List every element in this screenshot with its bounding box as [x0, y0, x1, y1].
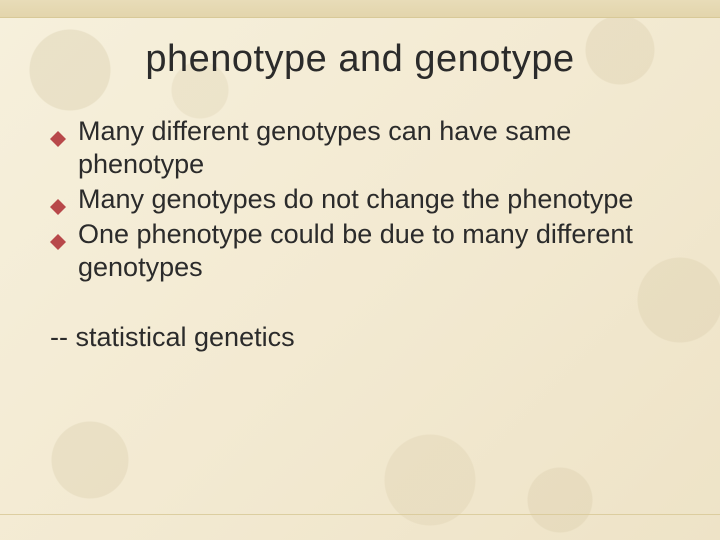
bullet-text: Many genotypes do not change the phenoty…	[78, 184, 633, 214]
slide-container: phenotype and genotype Many different ge…	[0, 0, 720, 540]
bullet-item: Many different genotypes can have same p…	[48, 115, 672, 181]
footer-text: -- statistical genetics	[48, 322, 672, 353]
bullet-item: Many genotypes do not change the phenoty…	[48, 183, 672, 216]
bullet-text: Many different genotypes can have same p…	[78, 116, 571, 179]
bullet-list: Many different genotypes can have same p…	[48, 115, 672, 284]
diamond-bullet-icon	[50, 122, 66, 138]
slide-title: phenotype and genotype	[48, 38, 672, 81]
diamond-bullet-icon	[50, 225, 66, 241]
bullet-item: One phenotype could be due to many diffe…	[48, 218, 672, 284]
diamond-bullet-icon	[50, 190, 66, 206]
bullet-text: One phenotype could be due to many diffe…	[78, 219, 633, 282]
